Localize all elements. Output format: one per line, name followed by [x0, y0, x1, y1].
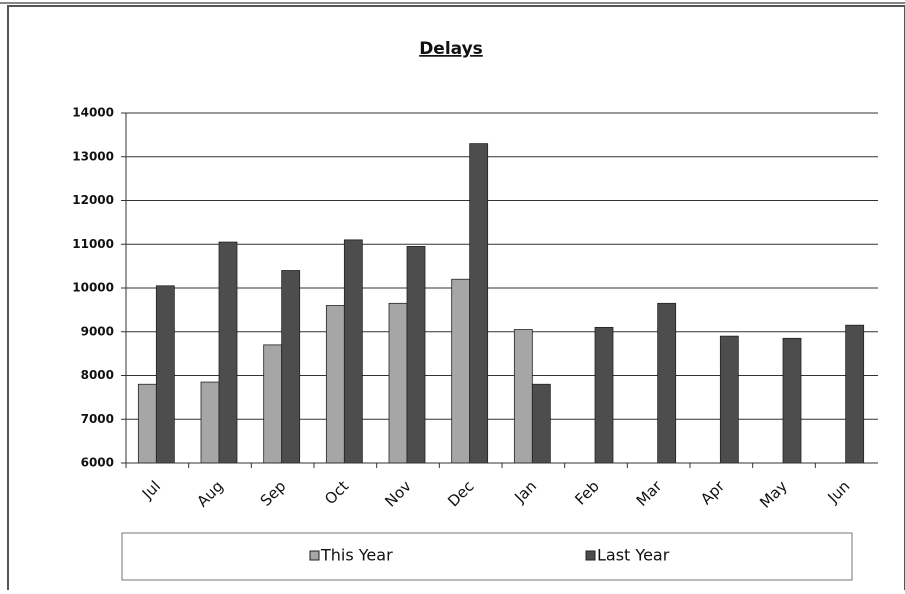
legend-label: Last Year — [597, 546, 670, 565]
y-tick-label: 6000 — [81, 456, 114, 470]
y-tick-label: 7000 — [81, 412, 114, 426]
bar — [451, 278, 471, 464]
bar — [137, 383, 157, 464]
bar — [155, 285, 175, 464]
y-tick-label: 14000 — [72, 106, 114, 120]
bar — [200, 381, 220, 464]
y-tick-label: 11000 — [72, 237, 114, 251]
bar — [388, 302, 408, 464]
y-tick-label: 10000 — [72, 281, 114, 295]
bar — [218, 241, 238, 464]
bar — [343, 239, 363, 464]
bar — [469, 143, 489, 464]
chart-title: Delays — [419, 39, 483, 59]
y-tick-label: 13000 — [72, 149, 114, 163]
legend-swatch — [585, 550, 596, 561]
legend-label: This Year — [320, 546, 393, 565]
legend — [121, 532, 853, 581]
bar — [281, 270, 301, 464]
bar — [513, 329, 533, 464]
legend-swatch — [309, 550, 320, 561]
bar — [406, 246, 426, 464]
bar — [657, 302, 677, 464]
bar — [325, 305, 345, 464]
bar — [263, 344, 283, 464]
bar — [719, 335, 739, 464]
bar — [531, 383, 551, 464]
bar — [782, 337, 802, 464]
y-tick-label: 8000 — [81, 368, 114, 382]
y-tick-label: 9000 — [81, 324, 114, 338]
y-tick-label: 12000 — [72, 193, 114, 207]
bar — [594, 326, 614, 464]
bar — [845, 324, 865, 464]
